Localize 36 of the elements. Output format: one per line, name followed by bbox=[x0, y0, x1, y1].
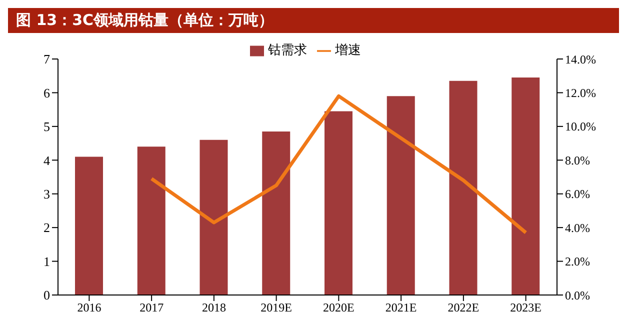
x-tick-label: 2018 bbox=[202, 300, 226, 315]
y-tick-label: 4 bbox=[44, 152, 50, 168]
x-tick-label: 2019E bbox=[260, 300, 292, 315]
y2-tick-label: 12.0% bbox=[565, 86, 596, 100]
chart-title: 图 13：3C领域用钴量（单位：万吨） bbox=[8, 8, 619, 33]
y-tick-label: 1 bbox=[44, 254, 50, 269]
y2-tick-label: 14.0% bbox=[565, 52, 596, 66]
x-tick-label: 2023E bbox=[510, 300, 542, 315]
bar bbox=[75, 156, 103, 295]
y-tick-label: 6 bbox=[44, 85, 50, 100]
y2-tick-label: 6.0% bbox=[565, 187, 590, 202]
y-tick-label: 0 bbox=[44, 288, 50, 303]
y2-tick-label: 0.0% bbox=[565, 288, 590, 302]
line-series bbox=[150, 94, 528, 234]
bar bbox=[449, 80, 478, 295]
x-tick-label: 2017 bbox=[140, 300, 164, 315]
y-tick-label: 3 bbox=[44, 186, 50, 202]
bar bbox=[324, 111, 352, 295]
bar bbox=[137, 146, 166, 295]
bar bbox=[262, 131, 290, 295]
y2-tick-label: 8.0% bbox=[565, 153, 590, 168]
legend-label: 增速 bbox=[335, 42, 361, 57]
y2-tick-label: 2.0% bbox=[565, 254, 590, 269]
legend-label: 钴需求 bbox=[268, 42, 307, 57]
x-tick-label: 2022E bbox=[448, 300, 480, 315]
bar bbox=[386, 96, 415, 295]
y-tick-label: 5 bbox=[44, 119, 50, 134]
y-tick-label: 2 bbox=[44, 220, 50, 236]
bar bbox=[200, 140, 228, 295]
y2-tick-label: 10.0% bbox=[565, 120, 596, 134]
x-tick-label: 2020E bbox=[323, 300, 354, 315]
x-tick-label: 2021E bbox=[385, 300, 417, 315]
x-tick-label: 2016 bbox=[77, 300, 102, 315]
y2-tick-label: 4.0% bbox=[565, 220, 590, 235]
y-tick-label: 7 bbox=[44, 52, 50, 67]
bar bbox=[512, 78, 540, 295]
